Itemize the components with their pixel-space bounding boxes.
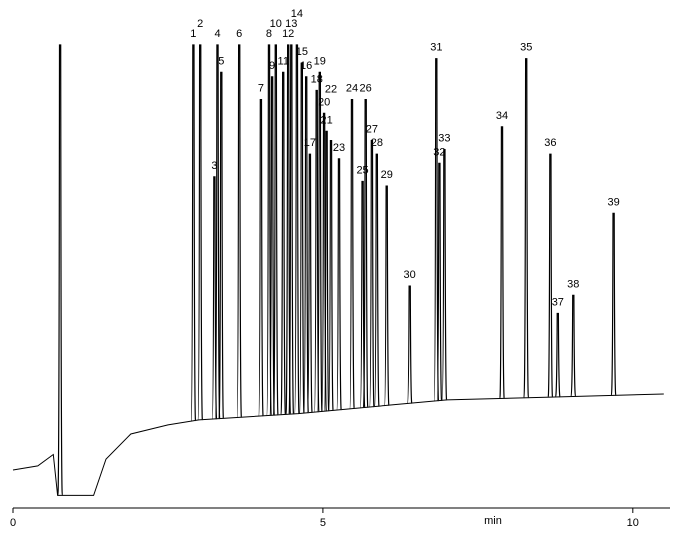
peak-label: 10: [270, 18, 282, 30]
peak: [57, 44, 63, 496]
peak: [269, 76, 275, 416]
peak: [406, 285, 413, 405]
peak: [369, 140, 375, 408]
peak-label: 19: [314, 55, 326, 67]
peak: [523, 58, 529, 399]
peak: [190, 44, 197, 422]
peak-label: 26: [360, 83, 372, 95]
peak: [441, 149, 448, 401]
x-tick-label: 10: [627, 517, 639, 529]
peak: [349, 99, 355, 410]
peak-label: 14: [291, 8, 303, 20]
peak: [570, 294, 577, 398]
peak-label: 11: [278, 55, 289, 67]
peak-label: 12: [282, 28, 294, 40]
peak-label: 6: [236, 28, 242, 40]
peak-label: 13: [285, 18, 297, 30]
peak: [384, 185, 390, 407]
baseline-trace: [12, 393, 664, 496]
peak-label: 27: [366, 124, 378, 136]
peak-label: 4: [214, 28, 220, 40]
peak-label: 1: [190, 28, 196, 40]
peak: [307, 153, 313, 414]
peak-label: 32: [433, 146, 445, 158]
peak-label: 2: [197, 18, 203, 30]
peak-label: 9: [269, 60, 275, 72]
x-axis-label: min: [484, 515, 502, 527]
peak-label: 17: [304, 137, 316, 149]
peak-label: 30: [404, 269, 416, 281]
peak-label: 20: [318, 96, 330, 108]
peak-label: 37: [552, 296, 564, 308]
peak: [258, 99, 264, 417]
x-tick-label: 5: [320, 517, 326, 529]
peak: [436, 162, 443, 402]
peak: [317, 71, 323, 413]
peak-label: 36: [544, 137, 556, 149]
peak-label: 8: [266, 28, 272, 40]
peak: [321, 112, 327, 412]
peak: [236, 44, 242, 419]
peak-label: 21: [320, 114, 332, 126]
peak: [273, 44, 279, 416]
peak: [555, 312, 561, 398]
peak-label: 3: [211, 160, 217, 172]
peak: [328, 140, 334, 412]
peak-label: 29: [381, 169, 393, 181]
peak-label: 39: [607, 196, 619, 208]
peak-label: 34: [496, 110, 508, 122]
peak-label: 25: [356, 165, 368, 177]
peak-label: 33: [438, 133, 450, 145]
peak-label: 38: [567, 278, 579, 290]
peak-label: 28: [371, 137, 383, 149]
x-tick-label: 0: [10, 517, 16, 529]
peak: [299, 62, 305, 414]
peak: [499, 126, 505, 399]
peak-label: 31: [430, 42, 442, 54]
peak: [610, 212, 617, 396]
peak: [547, 153, 554, 398]
peak-label: 15: [296, 46, 308, 58]
peak: [323, 130, 330, 412]
peak-label: 22: [325, 84, 337, 96]
peak: [280, 71, 286, 416]
peak: [336, 158, 342, 411]
peak: [214, 44, 221, 420]
peak: [362, 99, 369, 409]
peak-label: 23: [333, 142, 345, 154]
peak-label: 16: [300, 60, 312, 72]
peak: [197, 44, 203, 421]
peak: [218, 71, 224, 420]
peak-label: 7: [258, 83, 264, 95]
peak-label: 35: [520, 42, 532, 54]
peak: [374, 153, 380, 408]
peak: [303, 76, 309, 414]
peak-label: 24: [346, 83, 358, 95]
peak: [288, 44, 295, 415]
peak-label: 5: [218, 55, 224, 67]
peak: [294, 44, 300, 415]
